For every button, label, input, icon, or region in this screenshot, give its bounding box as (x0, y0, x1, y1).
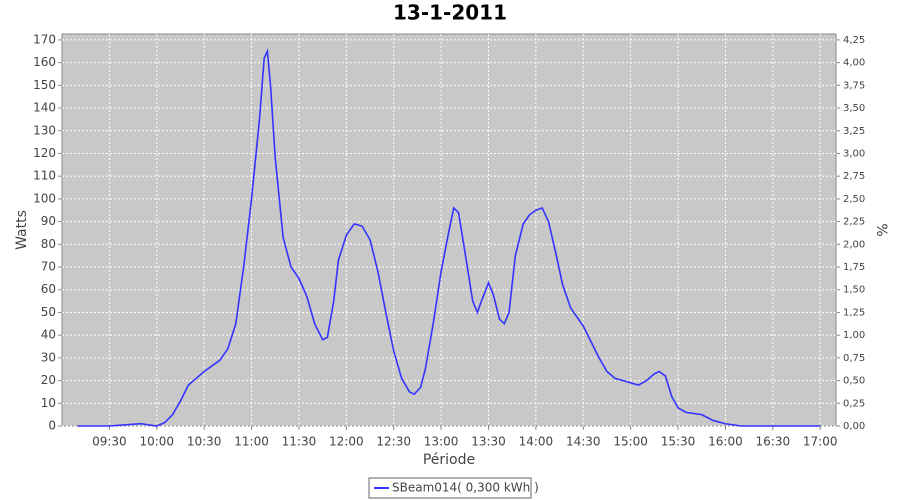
x-tick-label: 17:00 (803, 435, 838, 449)
legend-box (368, 477, 532, 499)
y2-tick-label: 3,75 (843, 80, 865, 91)
x-tick-label: 13:00 (424, 435, 459, 449)
y2-tick-label: 4,25 (843, 35, 865, 46)
y-tick-label: 170 (33, 32, 56, 46)
series-line (77, 48, 821, 427)
y-tick-label: 40 (41, 328, 56, 342)
y-tick-label: 110 (33, 169, 56, 183)
y-tick-label: 160 (33, 55, 56, 69)
y2-axis-title: % (873, 223, 889, 236)
y-tick-label: 120 (33, 146, 56, 160)
y-tick-label: 0 (48, 419, 56, 433)
y-tick-label: 80 (41, 237, 56, 251)
y2-tick-label: 0,00 (843, 421, 865, 432)
y2-tick-label: 1,25 (843, 307, 865, 318)
y2-tick-label: 0,50 (843, 376, 865, 387)
y-axis-title: Watts (14, 210, 30, 250)
y2-tick-label: 2,75 (843, 171, 865, 182)
y2-tick-label: 3,50 (843, 103, 865, 114)
y-tick-label: 130 (33, 123, 56, 137)
y-tick-label: 140 (33, 101, 56, 115)
x-tick-label: 10:00 (139, 435, 174, 449)
y2-tick-label: 1,75 (843, 262, 865, 273)
y2-tick-label: 0,75 (843, 353, 865, 364)
x-tick-label: 15:30 (661, 435, 696, 449)
x-axis-title: Période (423, 452, 475, 468)
x-tick-label: 15:00 (613, 435, 648, 449)
y2-tick-label: 3,00 (843, 148, 865, 159)
x-tick-label: 09:30 (92, 435, 127, 449)
x-tick-label: 16:30 (756, 435, 791, 449)
y-tick-label: 60 (41, 282, 56, 296)
x-tick-label: 10:30 (187, 435, 222, 449)
y-tick-label: 50 (41, 305, 56, 319)
y-tick-label: 20 (41, 373, 56, 387)
x-tick-label: 12:30 (376, 435, 411, 449)
x-tick-label: 14:30 (566, 435, 601, 449)
y2-tick-label: 2,50 (843, 194, 865, 205)
x-tick-label: 14:00 (519, 435, 554, 449)
x-tick-label: 12:00 (329, 435, 364, 449)
y2-tick-label: 4,00 (843, 58, 865, 69)
x-tick-label: 16:00 (708, 435, 743, 449)
y2-tick-label: 2,00 (843, 239, 865, 250)
x-tick-label: 13:30 (471, 435, 506, 449)
chart-title: 13-1-2011 (393, 1, 507, 25)
y-tick-label: 30 (41, 350, 56, 364)
y2-tick-label: 1,50 (843, 285, 865, 296)
y-tick-label: 90 (41, 214, 56, 228)
y2-tick-label: 1,00 (843, 330, 865, 341)
y-tick-label: 70 (41, 260, 56, 274)
y-tick-label: 10 (41, 396, 56, 410)
y2-tick-label: 0,25 (843, 398, 865, 409)
x-tick-label: 11:30 (282, 435, 317, 449)
y2-tick-label: 2,25 (843, 217, 865, 228)
y-tick-label: 100 (33, 191, 56, 205)
y2-tick-label: 3,25 (843, 126, 865, 137)
x-tick-label: 11:00 (234, 435, 269, 449)
legend-label: SBeam014( 0,300 kWh ) (392, 481, 539, 495)
y-tick-label: 150 (33, 78, 56, 92)
